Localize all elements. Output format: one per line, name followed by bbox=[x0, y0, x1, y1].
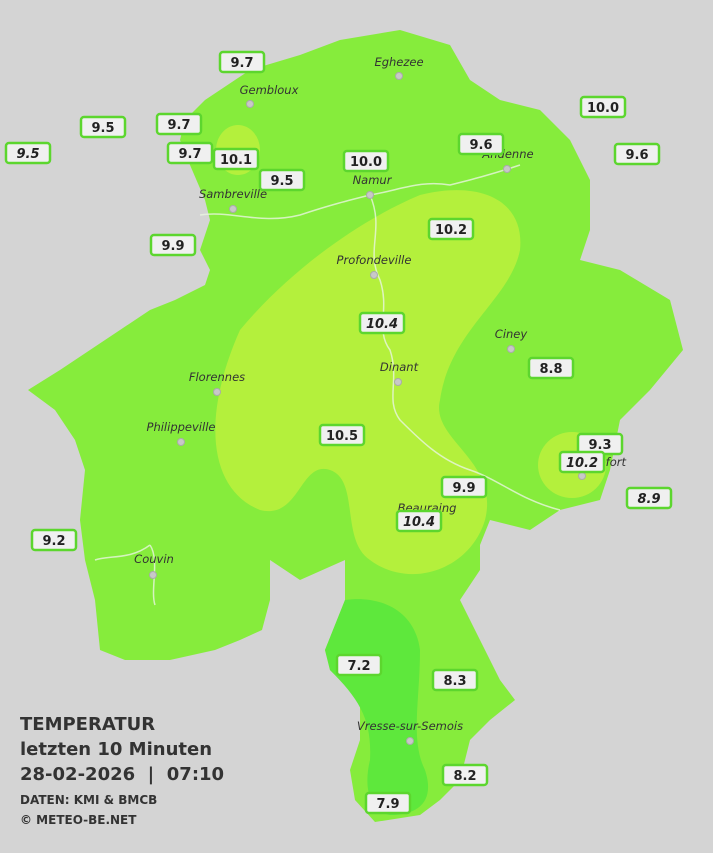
station-value: 10.1 bbox=[220, 153, 252, 168]
station-box bbox=[149, 233, 197, 257]
town-dot bbox=[177, 438, 185, 446]
station-box bbox=[4, 141, 52, 165]
legend-title: TEMPERATUR bbox=[20, 714, 155, 735]
station-box bbox=[218, 50, 266, 74]
legend-datetime: 28-02-2026 | 07:10 bbox=[20, 764, 224, 785]
town-dot bbox=[229, 205, 237, 213]
town-dot bbox=[395, 72, 403, 80]
town-label: Vresse-sur-Semois bbox=[357, 719, 463, 733]
station-box bbox=[30, 528, 78, 552]
station-value: 10.5 bbox=[326, 429, 358, 444]
station-value: 7.9 bbox=[376, 797, 399, 812]
station-value: 10.2 bbox=[435, 223, 467, 238]
station-value: 9.7 bbox=[167, 118, 190, 133]
station-value: 9.9 bbox=[161, 239, 184, 254]
station-value: 9.5 bbox=[91, 121, 114, 136]
station-box bbox=[427, 217, 475, 241]
town-dot bbox=[213, 388, 221, 396]
station-value: 9.2 bbox=[42, 534, 65, 549]
station-value: 10.0 bbox=[350, 155, 382, 170]
town-dot bbox=[578, 472, 586, 480]
station-box bbox=[358, 311, 406, 335]
station-value: 10.4 bbox=[366, 317, 398, 332]
town-label: Eghezee bbox=[374, 55, 423, 69]
town-label: Gembloux bbox=[240, 83, 299, 97]
town-label: Namur bbox=[353, 173, 393, 187]
station-value: 9.7 bbox=[230, 56, 253, 71]
cool-zone bbox=[325, 599, 429, 815]
town-dot bbox=[507, 345, 515, 353]
station-box bbox=[440, 475, 488, 499]
station-box bbox=[441, 763, 489, 787]
town-label: Florennes bbox=[189, 370, 245, 384]
station-box bbox=[364, 791, 412, 815]
town-label: Philippeville bbox=[147, 420, 216, 434]
town-label: Couvin bbox=[134, 552, 174, 566]
station-box bbox=[212, 147, 260, 171]
station-box bbox=[395, 509, 443, 533]
station-value: 9.6 bbox=[469, 138, 492, 153]
town-label: Sambreville bbox=[199, 187, 267, 201]
station-value: 10.4 bbox=[403, 515, 435, 530]
station-value: 9.5 bbox=[270, 174, 293, 189]
town-label: Dinant bbox=[380, 360, 419, 374]
station-value: 10.2 bbox=[566, 456, 598, 471]
legend-copyright: © METEO-BE.NET bbox=[20, 813, 137, 827]
station-value: 9.9 bbox=[452, 481, 475, 496]
station-box bbox=[155, 112, 203, 136]
town-label: Profondeville bbox=[337, 253, 412, 267]
station-value: 9.6 bbox=[625, 148, 648, 163]
station-value: 9.3 bbox=[588, 438, 611, 453]
station-value: 8.8 bbox=[539, 362, 562, 377]
station-value: 7.2 bbox=[347, 659, 370, 674]
station-box bbox=[79, 115, 127, 139]
town-dot bbox=[246, 100, 254, 108]
town-dot bbox=[503, 165, 511, 173]
town-dot bbox=[366, 191, 374, 199]
station-value: 8.3 bbox=[443, 674, 466, 689]
station-box bbox=[335, 653, 383, 677]
station-box bbox=[579, 95, 627, 119]
legend-source: DATEN: KMI & BMCB bbox=[20, 793, 157, 807]
station-box bbox=[527, 356, 575, 380]
station-box bbox=[258, 168, 306, 192]
station-value: 8.9 bbox=[637, 492, 660, 507]
station-box bbox=[166, 141, 214, 165]
station-box bbox=[318, 423, 366, 447]
station-box bbox=[613, 142, 661, 166]
town-dot bbox=[394, 378, 402, 386]
station-value: 9.5 bbox=[16, 147, 39, 162]
station-box bbox=[625, 486, 673, 510]
station-box bbox=[457, 132, 505, 156]
station-box bbox=[558, 450, 606, 474]
station-value: 9.7 bbox=[178, 147, 201, 162]
station-value: 8.2 bbox=[453, 769, 476, 784]
station-box bbox=[431, 668, 479, 692]
station-box bbox=[342, 149, 390, 173]
town-dot bbox=[149, 571, 157, 579]
town-dot bbox=[406, 737, 414, 745]
town-label: Ciney bbox=[495, 327, 528, 341]
station-value: 10.0 bbox=[587, 101, 619, 116]
legend-period: letzten 10 Minuten bbox=[20, 739, 212, 760]
town-dot bbox=[370, 271, 378, 279]
